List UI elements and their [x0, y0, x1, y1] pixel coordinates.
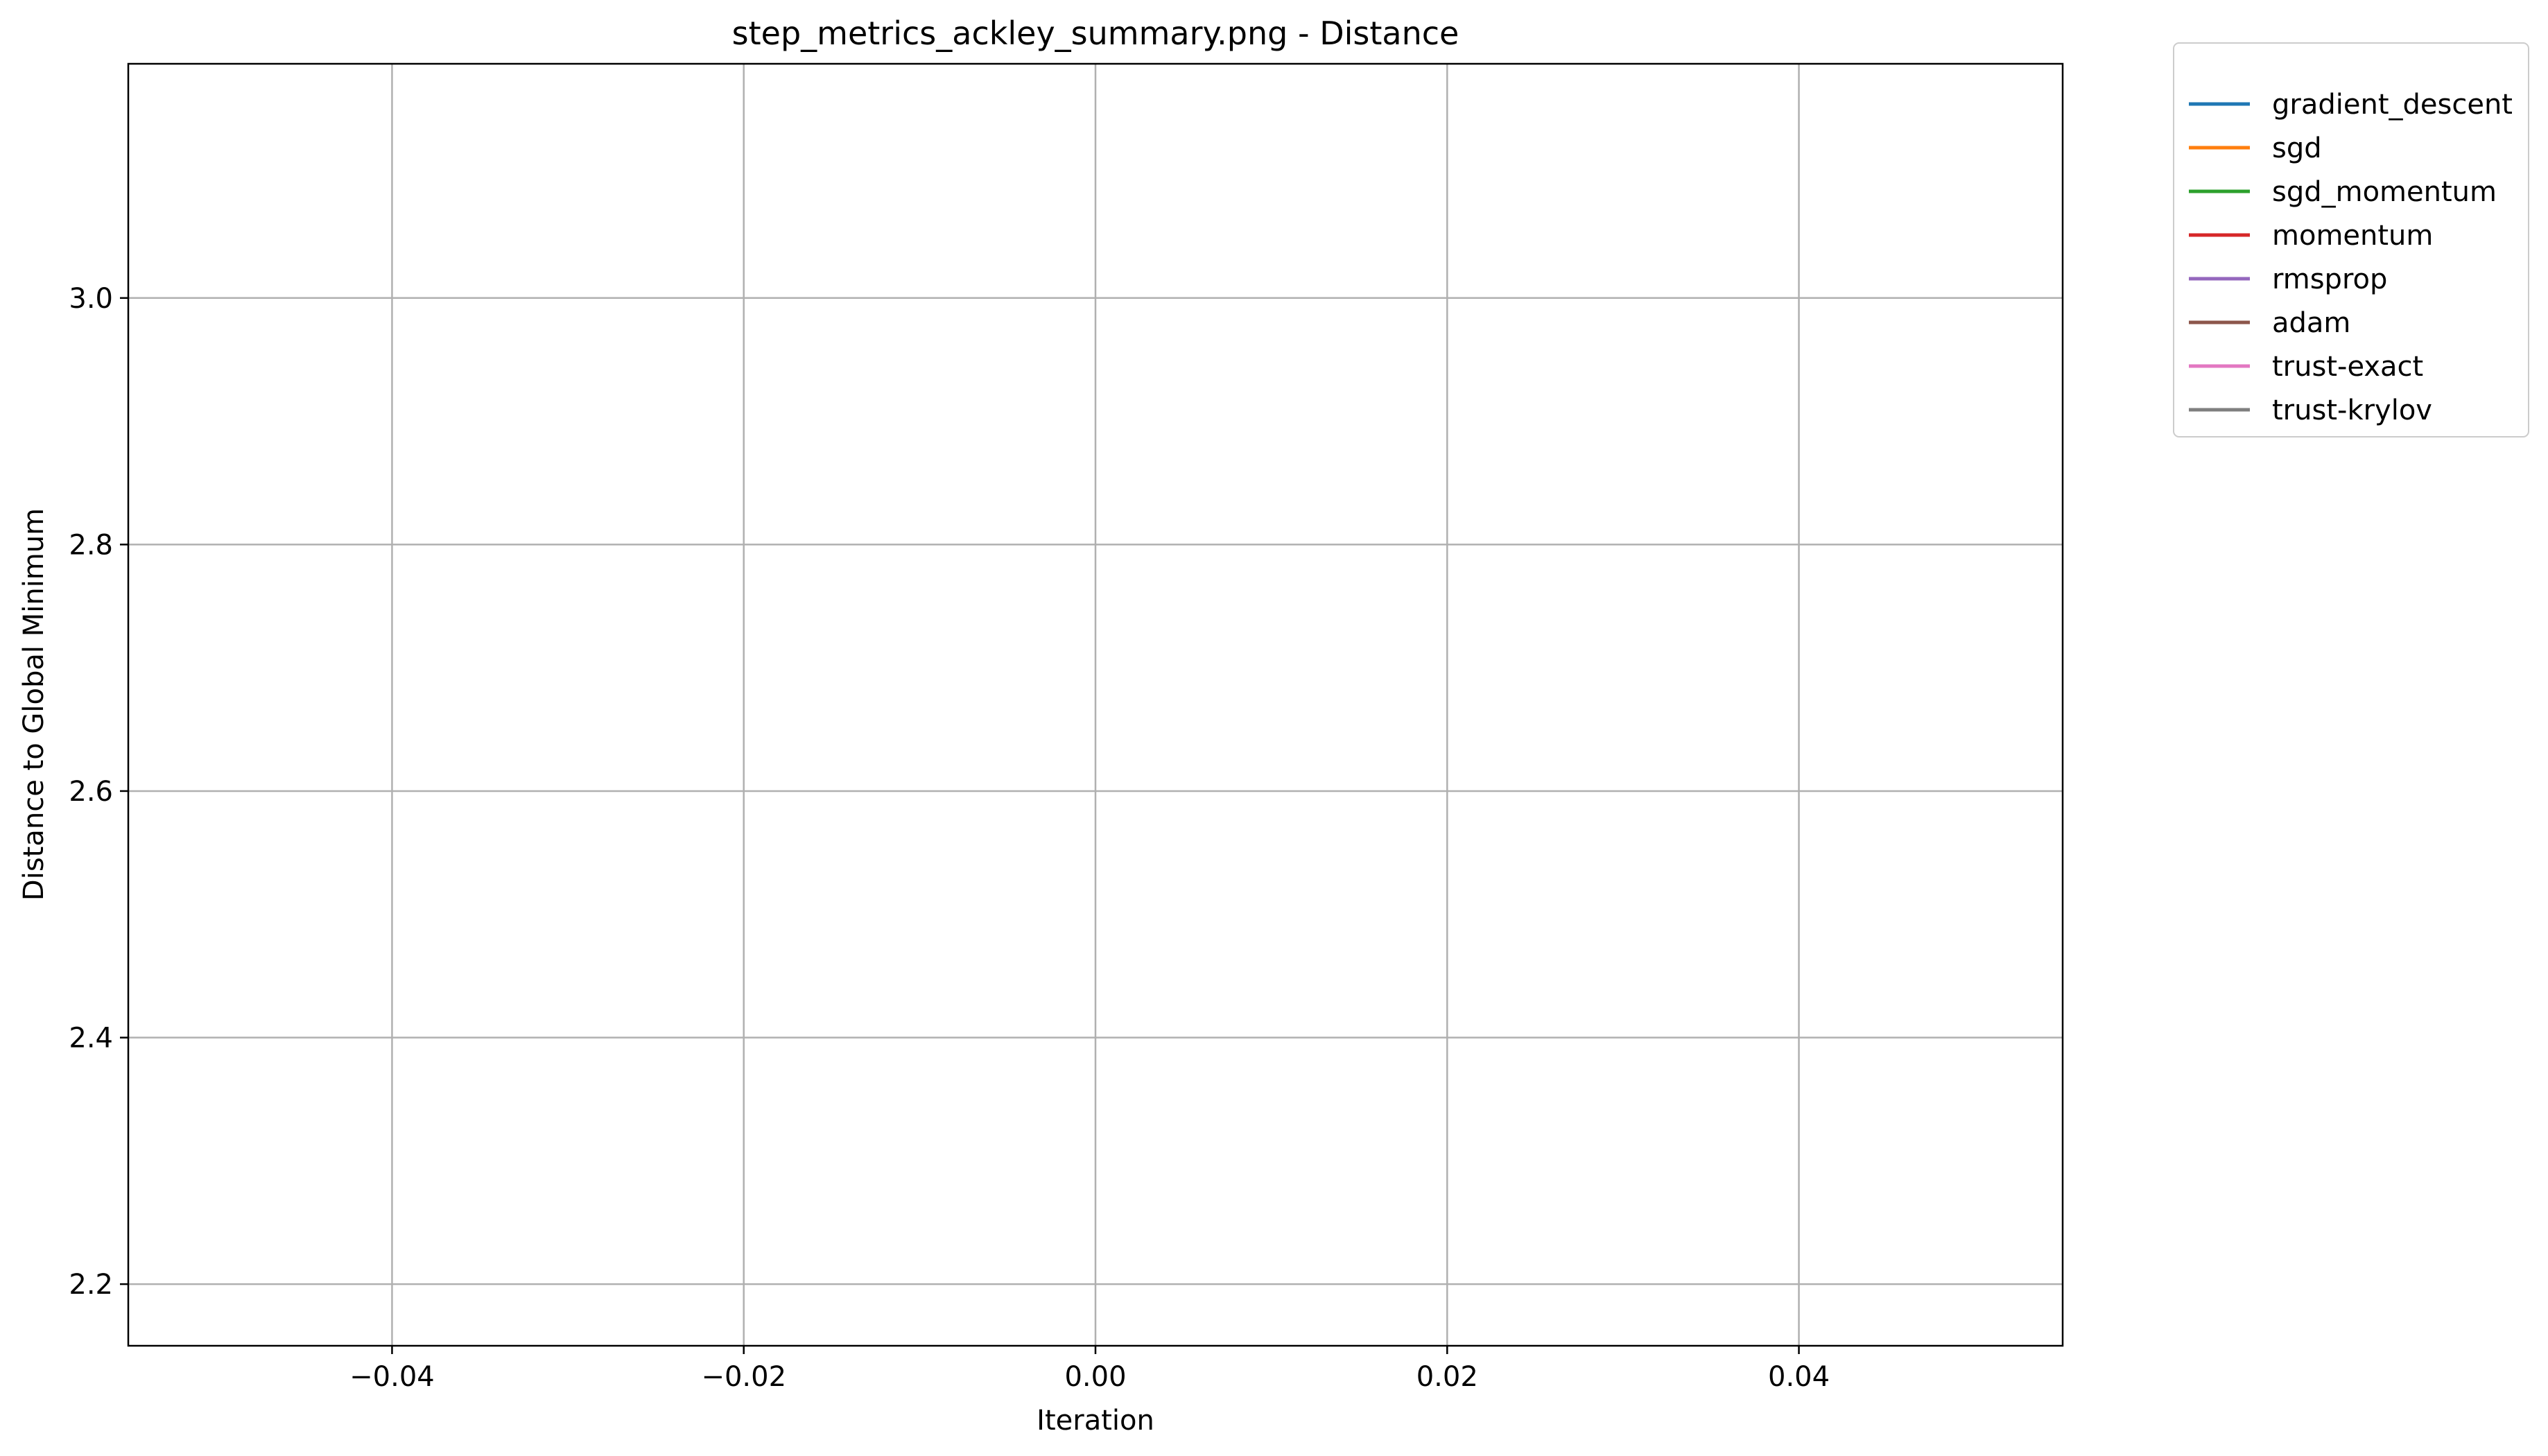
legend-label-gradient_descent: gradient_descent [2272, 89, 2513, 121]
y-tick-label: 2.2 [69, 1269, 113, 1301]
legend-label-rmsprop: rmsprop [2272, 263, 2387, 295]
legend-label-momentum: momentum [2272, 220, 2433, 252]
y-tick-label: 3.0 [69, 283, 113, 315]
y-tick-label: 2.8 [69, 529, 113, 561]
y-axis-label: Distance to Global Minimum [18, 508, 50, 901]
x-tick-label: −0.02 [701, 1361, 786, 1393]
y-tick-label: 2.6 [69, 776, 113, 808]
legend-frame [2173, 42, 2529, 437]
x-axis-label: Iteration [1037, 1405, 1154, 1437]
legend-label-sgd_momentum: sgd_momentum [2272, 176, 2497, 208]
grid [128, 64, 2063, 1346]
x-tick-label: 0.00 [1064, 1361, 1126, 1393]
x-tick-label: 0.04 [1768, 1361, 1830, 1393]
x-tick-label: 0.02 [1416, 1361, 1478, 1393]
axis-ticks: −0.04 −0.02 0.00 0.02 0.04 2.2 2.4 2.6 2.8 3.0 [69, 283, 1830, 1393]
x-tick-label: −0.04 [349, 1361, 435, 1393]
legend-label-adam: adam [2272, 307, 2350, 339]
legend-label-trust-exact: trust-exact [2272, 351, 2423, 383]
legend-label-trust-krylov: trust-krylov [2272, 395, 2432, 426]
legend-label-sgd: sgd [2272, 132, 2322, 164]
chart-title: step_metrics_ackley_summary.png - Distan… [732, 15, 1459, 52]
y-tick-label: 2.4 [69, 1023, 113, 1055]
